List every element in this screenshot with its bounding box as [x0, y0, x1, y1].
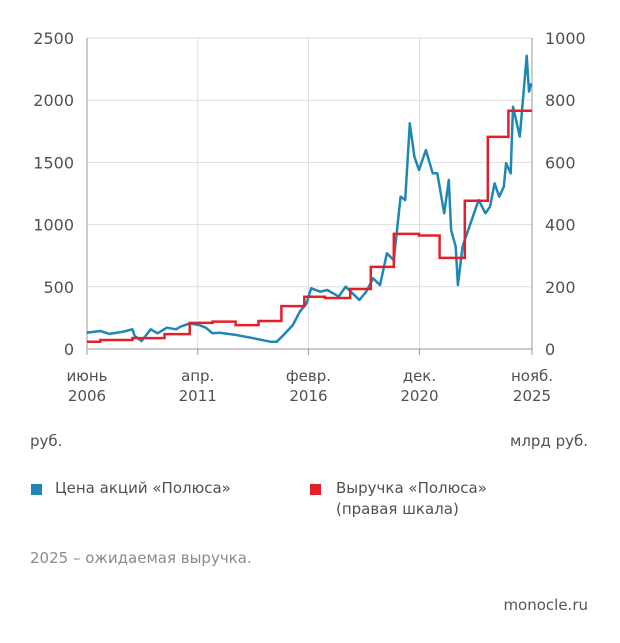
series-line-revenue — [87, 109, 532, 344]
legend-revenue-label: Выручка «Полюса» — [336, 479, 487, 497]
left-tick-label: 1000 — [33, 216, 74, 235]
legend-price-label: Цена акций «Полюса» — [55, 479, 231, 497]
right-axis-unit: млрд руб. — [510, 432, 588, 450]
x-tick-year: 2006 — [67, 387, 107, 405]
right-tick-label: 600 — [545, 153, 576, 172]
x-tick-year: 2011 — [178, 387, 217, 405]
left-axis-unit: руб. — [30, 432, 63, 450]
footnote: 2025 – ожидаемая выручка. — [30, 549, 252, 567]
right-tick-label: 800 — [545, 91, 576, 110]
x-tick-label: июнь 2006 — [47, 366, 127, 406]
left-tick-label: 0 — [64, 340, 74, 359]
right-tick-label: 0 — [545, 340, 555, 359]
x-tick-month: апр. — [181, 367, 215, 385]
x-tick-label: дек. 2020 — [379, 366, 459, 406]
left-tick-label: 2000 — [33, 91, 74, 110]
left-tick-label: 1500 — [33, 153, 74, 172]
x-tick-label: апр. 2011 — [158, 366, 238, 406]
legend-revenue-note: (правая шкала) — [336, 500, 459, 518]
right-tick-label: 400 — [545, 216, 576, 235]
source-label: monocle.ru — [503, 596, 588, 614]
left-tick-label: 500 — [43, 278, 74, 297]
x-tick-year: 2016 — [289, 387, 328, 405]
x-tick-label: нояб. 2025 — [492, 366, 572, 406]
x-tick-year: 2020 — [400, 387, 439, 405]
right-tick-label: 1000 — [545, 29, 586, 48]
x-tick-month: дек. — [402, 367, 437, 385]
x-tick-label: февр. 2016 — [268, 366, 348, 406]
legend-revenue-swatch — [310, 484, 321, 495]
x-tick-month: июнь — [66, 367, 108, 385]
x-tick-month: февр. — [285, 367, 332, 385]
x-tick-year: 2025 — [512, 387, 552, 405]
legend-price-swatch — [31, 484, 42, 495]
right-tick-label: 200 — [545, 278, 576, 297]
x-tick-month: нояб. — [510, 367, 554, 385]
left-tick-label: 2500 — [33, 29, 74, 48]
